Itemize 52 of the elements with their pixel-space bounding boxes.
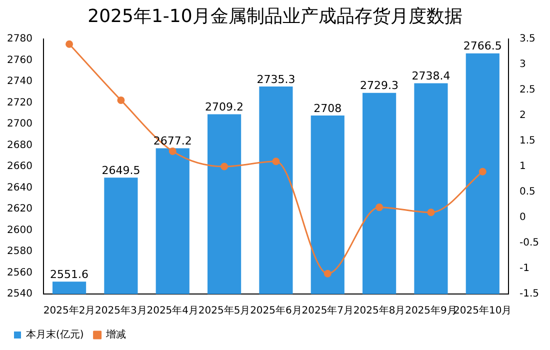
y-tick-label: 2660 bbox=[6, 161, 32, 172]
point bbox=[272, 158, 280, 166]
x-tick-label: 2025年4月 bbox=[146, 304, 199, 317]
x-tick-label: 2025年5月 bbox=[198, 304, 250, 317]
y-tick-label: 2640 bbox=[6, 182, 32, 194]
x-tick-label: 2025年3月 bbox=[95, 304, 147, 317]
y-tick-label: 2720 bbox=[6, 97, 32, 108]
data-label: 2735.3 bbox=[256, 72, 296, 86]
y-tick-label: 2600 bbox=[6, 224, 32, 236]
y-tick-label: 2700 bbox=[6, 118, 32, 130]
y2-tick-label: -0.5 bbox=[519, 238, 540, 249]
point bbox=[376, 204, 384, 212]
x-tick-label: 2025年10月 bbox=[454, 304, 512, 317]
y2-tick-label: -1.5 bbox=[519, 288, 540, 300]
y-tick-label: 2540 bbox=[6, 288, 32, 300]
point bbox=[66, 40, 74, 48]
legend-label: 本月末(亿元) bbox=[26, 328, 84, 341]
point bbox=[478, 168, 486, 176]
y2-tick-label: -1 bbox=[519, 263, 530, 274]
x-tick-label: 2025年8月 bbox=[353, 304, 406, 317]
y-tick-label: 2760 bbox=[6, 54, 32, 66]
data-label: 2551.6 bbox=[50, 268, 89, 282]
y-tick-label: 2740 bbox=[6, 76, 32, 88]
data-label: 2709.2 bbox=[205, 100, 244, 114]
point bbox=[324, 270, 332, 278]
chart-title: 2025年1-10月金属制品业产成品存货月度数据 bbox=[86, 5, 464, 29]
legend-label: 增减 bbox=[104, 328, 126, 341]
y2-tick-label: 1 bbox=[519, 161, 526, 172]
data-label: 2708 bbox=[314, 102, 342, 115]
y-tick-label: 2680 bbox=[6, 140, 32, 151]
y2-tick-label: 2.5 bbox=[519, 84, 536, 96]
x-tick-label: 2025年7月 bbox=[302, 304, 354, 317]
y2-tick-label: 2 bbox=[519, 110, 526, 122]
y-tick-label: 2620 bbox=[6, 204, 32, 215]
y2-tick-label: 0.5 bbox=[519, 186, 536, 198]
data-label: 2729.3 bbox=[360, 79, 399, 92]
y-tick-label: 2560 bbox=[6, 267, 32, 278]
y2-tick-label: 0 bbox=[519, 212, 526, 224]
y2-tick-label: 3.5 bbox=[519, 34, 536, 45]
point bbox=[427, 208, 435, 216]
data-label: 2738.4 bbox=[412, 70, 450, 83]
x-tick-label: 2025年6月 bbox=[250, 304, 302, 317]
y-tick-label: 2780 bbox=[6, 34, 32, 45]
point bbox=[220, 162, 228, 170]
point bbox=[168, 147, 176, 155]
y2-tick-label: 1.5 bbox=[519, 136, 536, 147]
data-label: 2649.5 bbox=[102, 164, 140, 178]
y-tick-label: 2580 bbox=[6, 246, 32, 258]
point bbox=[117, 96, 125, 104]
x-tick-label: 2025年2月 bbox=[43, 304, 96, 317]
data-label: 2766.5 bbox=[463, 40, 502, 53]
y2-tick-label: 3 bbox=[519, 59, 526, 70]
